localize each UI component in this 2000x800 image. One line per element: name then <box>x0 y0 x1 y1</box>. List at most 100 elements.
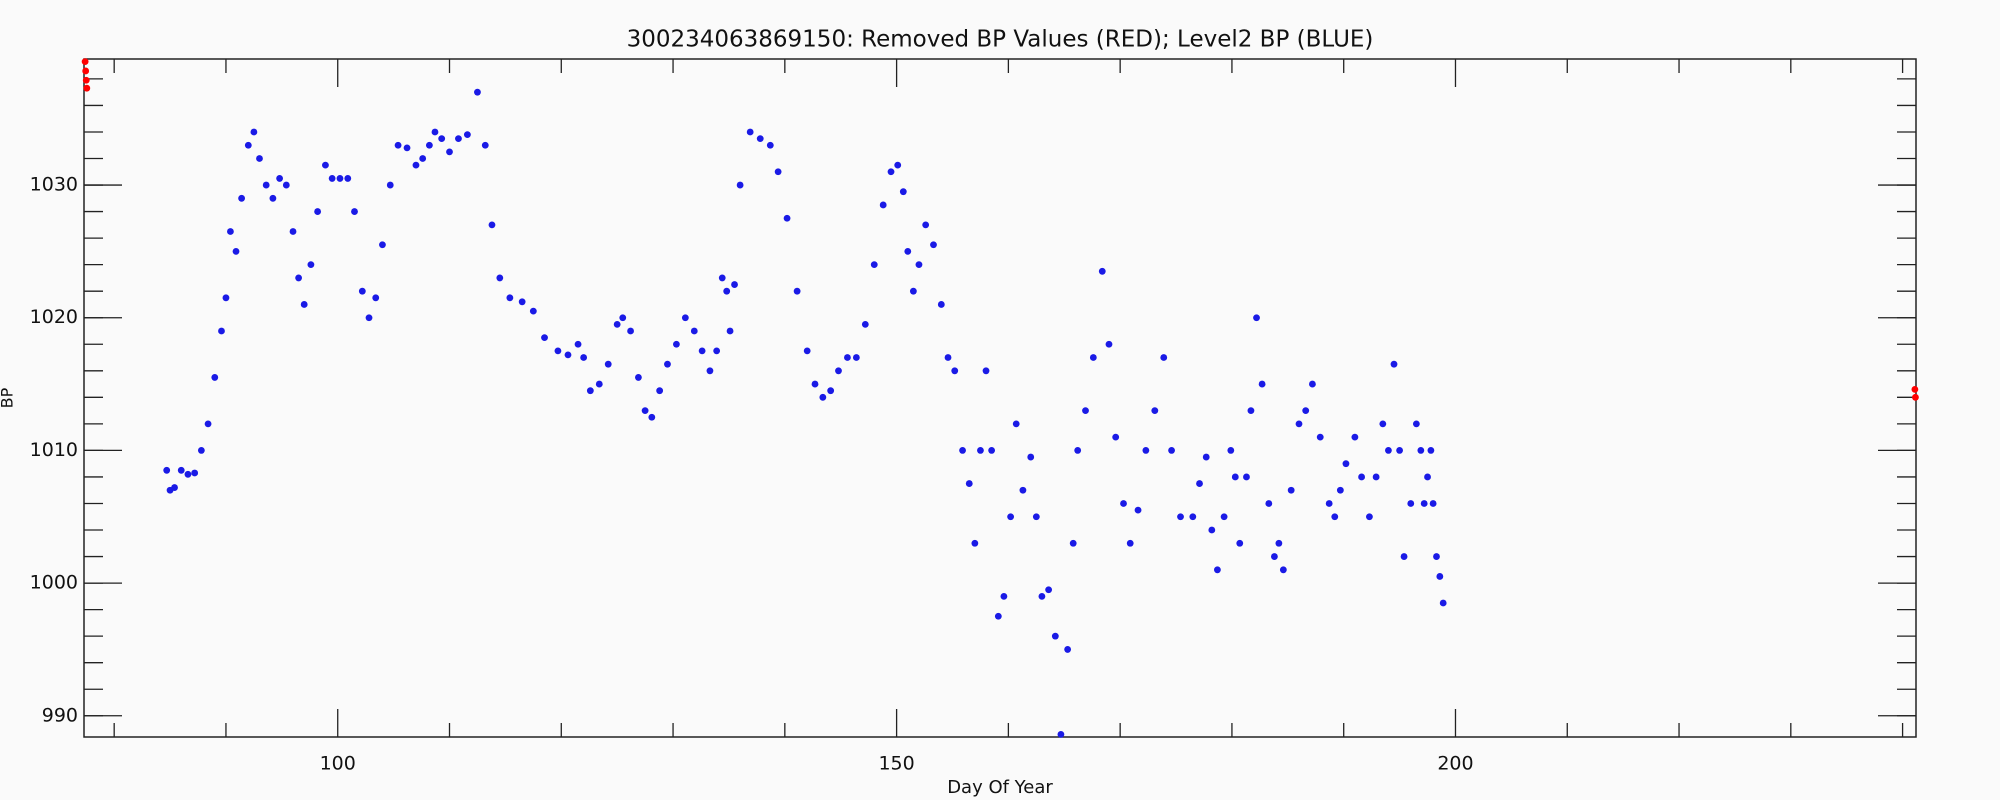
data-point <box>1168 447 1175 454</box>
data-point <box>803 347 811 355</box>
data-point <box>1151 407 1159 415</box>
data-point <box>1120 500 1127 507</box>
data-point <box>197 447 205 454</box>
data-point <box>627 327 634 335</box>
data-point <box>819 393 827 401</box>
data-point <box>1196 480 1203 487</box>
data-point <box>1112 433 1120 441</box>
data-point <box>250 128 258 136</box>
data-point <box>282 181 290 189</box>
data-point <box>1351 433 1359 441</box>
data-point <box>1064 646 1072 653</box>
data-point <box>1038 592 1046 600</box>
data-point <box>944 354 952 361</box>
data-point <box>1089 354 1097 361</box>
data-point <box>455 135 462 143</box>
data-point <box>1316 433 1324 441</box>
data-point <box>1358 473 1365 481</box>
data-point <box>731 281 738 288</box>
data-point <box>1336 486 1344 494</box>
y-tick-label: 1000 <box>30 572 78 594</box>
data-point <box>635 374 642 381</box>
data-point <box>1126 539 1134 547</box>
x-axis-label: Day Of Year <box>947 777 1053 798</box>
data-point <box>438 135 446 143</box>
data-point <box>1420 500 1428 507</box>
data-point <box>81 58 89 66</box>
data-point <box>1436 573 1444 580</box>
data-point <box>1279 566 1287 574</box>
data-point <box>793 287 801 295</box>
data-point <box>690 327 698 335</box>
data-point <box>372 294 380 302</box>
data-point <box>365 314 373 322</box>
data-point <box>496 274 504 282</box>
data-point <box>1439 599 1447 607</box>
data-point <box>529 307 537 315</box>
data-point <box>852 354 860 361</box>
data-point <box>641 407 649 415</box>
data-point <box>1007 513 1015 521</box>
data-point <box>256 155 263 162</box>
data-point <box>1412 420 1420 428</box>
data-point <box>412 161 420 169</box>
data-point <box>314 208 322 215</box>
y-axis-label: BP <box>0 387 17 408</box>
data-point <box>904 247 912 255</box>
data-point <box>1309 380 1316 388</box>
data-point <box>1390 360 1398 368</box>
data-point <box>604 360 612 368</box>
data-point <box>656 387 664 395</box>
data-point <box>82 67 90 75</box>
data-point <box>1258 380 1266 388</box>
data-point <box>1287 486 1295 494</box>
data-point <box>222 294 230 302</box>
data-point <box>1134 506 1142 514</box>
data-point <box>269 194 277 202</box>
data-point <box>1177 513 1184 521</box>
data-point <box>351 208 358 215</box>
data-point <box>718 274 726 282</box>
data-point <box>1325 500 1333 507</box>
data-point <box>909 287 917 295</box>
data-point <box>1243 473 1250 481</box>
y-tick-label: 1010 <box>30 439 78 461</box>
data-point <box>232 247 240 255</box>
data-point <box>244 141 252 149</box>
data-point <box>276 175 284 182</box>
data-point <box>1912 393 1919 401</box>
data-point <box>1253 314 1260 322</box>
data-point <box>994 612 1002 620</box>
data-point <box>191 469 199 477</box>
data-point <box>481 141 489 149</box>
data-point <box>977 447 984 454</box>
data-point <box>982 367 990 375</box>
y-tick-label: 1030 <box>30 174 78 196</box>
data-point <box>673 340 680 348</box>
data-point <box>1433 553 1440 560</box>
data-point <box>988 447 996 454</box>
data-point <box>506 294 514 302</box>
data-point <box>1231 473 1239 481</box>
data-point <box>746 128 754 136</box>
data-point <box>1208 526 1216 534</box>
data-point <box>1400 553 1408 560</box>
data-point <box>403 144 411 152</box>
data-point <box>756 135 764 143</box>
data-point <box>713 347 721 355</box>
data-point <box>1271 553 1278 560</box>
data-point <box>1429 500 1437 507</box>
data-point <box>419 155 427 162</box>
data-point <box>1265 500 1273 507</box>
data-point <box>82 76 90 84</box>
data-point <box>1000 592 1008 600</box>
data-point <box>959 447 966 454</box>
data-point <box>446 148 453 156</box>
data-point <box>1019 486 1027 494</box>
data-point <box>1220 513 1228 521</box>
data-point <box>1331 513 1339 521</box>
data-point <box>574 340 582 348</box>
data-point <box>227 228 234 235</box>
data-point <box>783 214 791 222</box>
